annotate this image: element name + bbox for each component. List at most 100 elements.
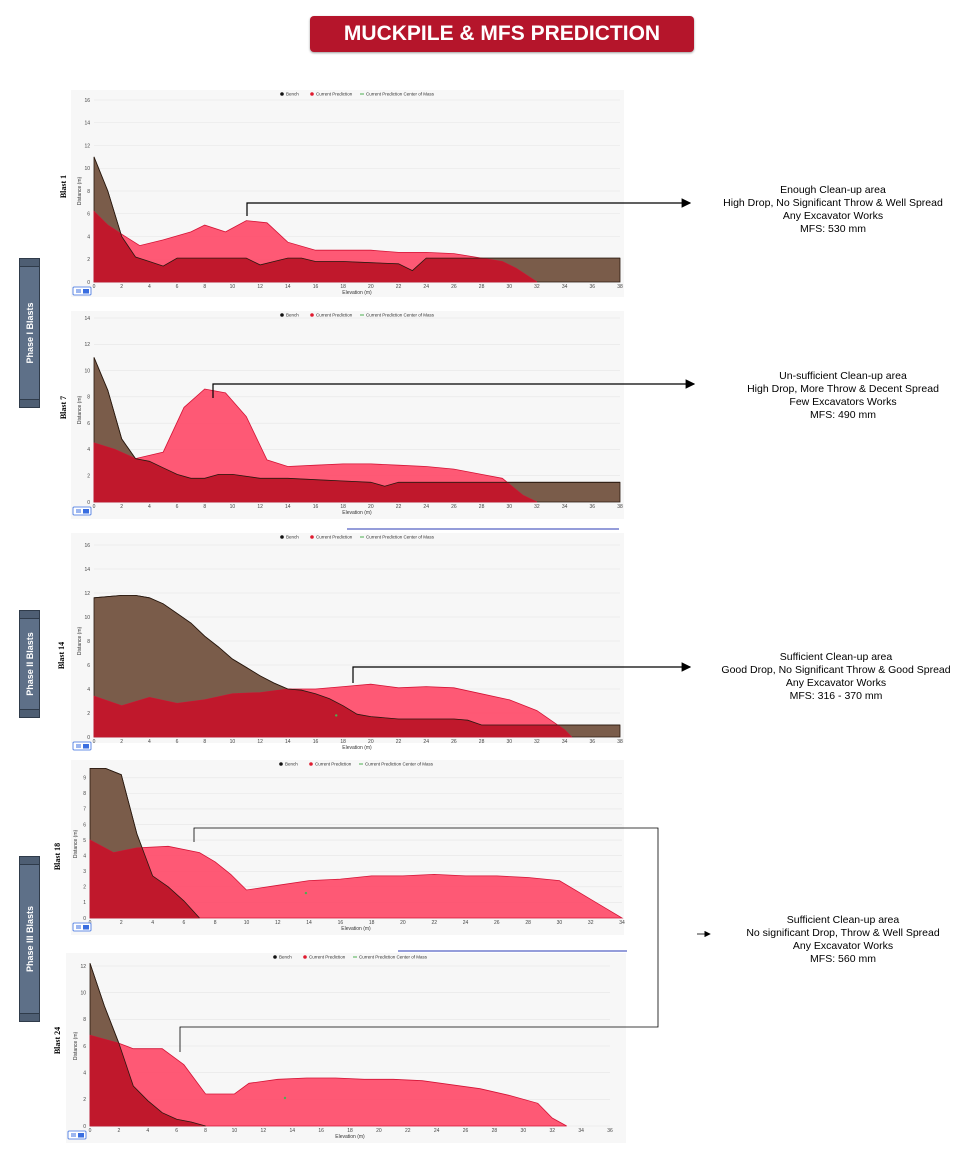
x-tick-label: 10: [230, 504, 236, 510]
x-tick-label: 38: [617, 504, 623, 510]
chart-menu-button[interactable]: [67, 1130, 87, 1140]
y-tick-label: 14: [84, 567, 90, 573]
x-tick-label: 10: [230, 284, 236, 290]
chart-menu-button[interactable]: [72, 506, 92, 516]
x-tick-label: 26: [451, 739, 457, 745]
legend-swatch: [310, 92, 314, 96]
legend-swatch: [273, 955, 277, 959]
x-tick-label: 4: [148, 284, 151, 290]
x-tick-label: 20: [376, 1128, 382, 1134]
x-tick-label: 20: [368, 504, 374, 510]
y-tick-label: 0: [87, 280, 90, 286]
x-tick-label: 26: [494, 920, 500, 926]
x-tick-label: 10: [230, 739, 236, 745]
x-axis-label: Elevation (m): [342, 745, 372, 751]
y-tick-label: 2: [87, 711, 90, 717]
x-tick-label: 16: [313, 284, 319, 290]
x-tick-label: 36: [607, 1128, 613, 1134]
prediction-area: [89, 1034, 567, 1127]
legend-entry: Current Prediction Center of Mass: [366, 535, 435, 540]
x-tick-label: 8: [203, 284, 206, 290]
chart-menu-button[interactable]: [72, 741, 92, 751]
annotation-line: Sufficient Clean-up area: [779, 651, 893, 663]
x-tick-label: 4: [148, 504, 151, 510]
x-tick-label: 24: [423, 504, 429, 510]
y-tick-label: 6: [83, 822, 86, 828]
x-tick-label: 34: [562, 504, 568, 510]
y-tick-label: 0: [83, 1124, 86, 1130]
x-tick-label: 6: [176, 739, 179, 745]
chart-menu-button[interactable]: [72, 286, 92, 296]
x-tick-label: 10: [244, 920, 250, 926]
y-tick-label: 12: [80, 964, 86, 970]
x-tick-label: 14: [285, 284, 291, 290]
y-axis-label: Distance (m): [77, 395, 83, 424]
x-tick-label: 20: [368, 284, 374, 290]
y-tick-label: 16: [84, 543, 90, 549]
x-tick-label: 16: [338, 920, 344, 926]
legend-swatch: [310, 535, 314, 539]
x-tick-label: 12: [257, 284, 263, 290]
x-tick-label: 26: [451, 284, 457, 290]
y-tick-label: 7: [83, 807, 86, 813]
x-tick-label: 14: [285, 504, 291, 510]
legend-swatch: [280, 92, 284, 96]
y-tick-label: 4: [87, 447, 90, 453]
legend-swatch: [309, 762, 313, 766]
annotation-line: Few Excavators Works: [789, 396, 897, 408]
x-axis-label: Elevation (m): [342, 290, 372, 296]
x-tick-label: 30: [506, 739, 512, 745]
x-tick-label: 28: [492, 1128, 498, 1134]
annotation-line: MFS: 316 - 370 mm: [789, 690, 883, 702]
annotation-line: High Drop, More Throw & Decent Spread: [747, 383, 939, 395]
x-tick-label: 20: [368, 739, 374, 745]
x-tick-label: 22: [431, 920, 437, 926]
x-tick-label: 28: [479, 284, 485, 290]
x-tick-label: 38: [617, 739, 623, 745]
annotation-line: MFS: 490 mm: [810, 409, 876, 421]
x-tick-label: 0: [93, 504, 96, 510]
x-tick-label: 6: [175, 1128, 178, 1134]
legend-entry: Current Prediction Center of Mass: [359, 955, 428, 960]
x-tick-label: 30: [557, 920, 563, 926]
legend-swatch: [279, 762, 283, 766]
x-tick-label: 12: [275, 920, 281, 926]
x-tick-label: 14: [306, 920, 312, 926]
x-tick-label: 24: [434, 1128, 440, 1134]
x-tick-label: 18: [340, 504, 346, 510]
connector-blast-18-24: [179, 827, 659, 1052]
annotation-line: Good Drop, No Significant Throw & Good S…: [721, 664, 951, 676]
annotation-line: No significant Drop, Throw & Well Spread: [746, 927, 940, 939]
x-tick-label: 6: [182, 920, 185, 926]
y-tick-label: 8: [87, 395, 90, 401]
y-axis-label: Distance (m): [73, 1031, 79, 1060]
legend-entry: Bench: [279, 955, 292, 960]
x-tick-label: 8: [203, 739, 206, 745]
x-tick-label: 8: [203, 504, 206, 510]
legend-swatch: [310, 313, 314, 317]
y-tick-label: 4: [87, 234, 90, 240]
annotation-line: Any Excavator Works: [782, 210, 884, 222]
x-tick-label: 2: [120, 504, 123, 510]
center-of-mass-point: [304, 891, 308, 895]
y-tick-label: 4: [83, 853, 86, 859]
y-tick-label: 9: [83, 776, 86, 782]
annotation-line: Enough Clean-up area: [780, 184, 886, 196]
y-tick-label: 12: [84, 591, 90, 597]
bench-line: [93, 357, 620, 487]
x-tick-label: 26: [463, 1128, 469, 1134]
annotation-blast-1: Enough Clean-up area High Drop, No Signi…: [705, 184, 961, 236]
annotation-phase-3: Sufficient Clean-up area No significant …: [713, 914, 973, 966]
y-tick-label: 6: [87, 663, 90, 669]
annotation-line: Un-sufficient Clean-up area: [779, 370, 907, 382]
chart-menu-button[interactable]: [72, 922, 92, 932]
legend-entry: Bench: [286, 313, 299, 318]
x-tick-label: 2: [120, 920, 123, 926]
y-tick-label: 14: [84, 316, 90, 322]
y-tick-label: 12: [84, 342, 90, 348]
x-tick-label: 2: [117, 1128, 120, 1134]
x-tick-label: 32: [534, 504, 540, 510]
